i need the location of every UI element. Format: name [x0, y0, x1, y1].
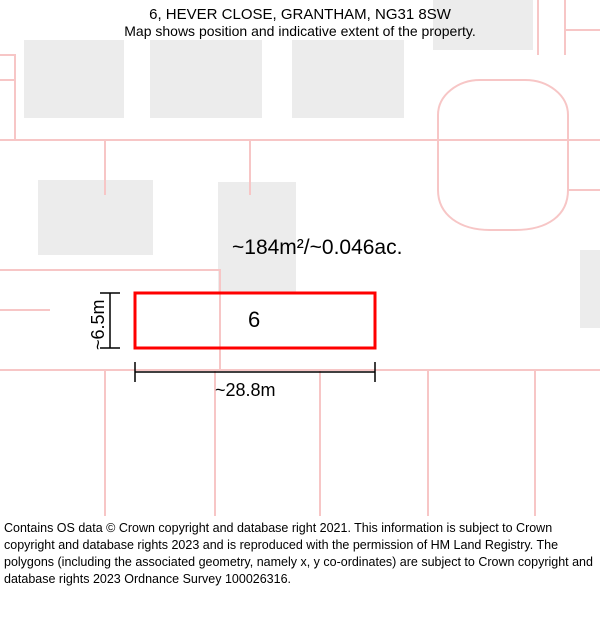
header: 6, HEVER CLOSE, GRANTHAM, NG31 8SW Map s…: [0, 0, 600, 39]
width-measurement-label: ~28.8m: [215, 380, 276, 401]
height-measurement-label: ~6.5m: [88, 299, 109, 350]
page-subtitle: Map shows position and indicative extent…: [0, 23, 600, 39]
area-measurement-label: ~184m²/~0.046ac.: [232, 236, 402, 260]
copyright-footer: Contains OS data © Crown copyright and d…: [4, 520, 596, 588]
page-title: 6, HEVER CLOSE, GRANTHAM, NG31 8SW: [0, 6, 600, 23]
plot-number-label: 6: [248, 307, 260, 333]
